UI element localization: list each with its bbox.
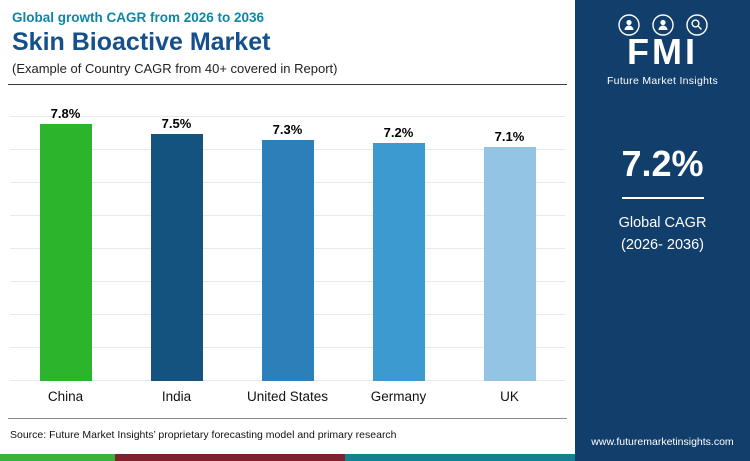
search-person-icon	[685, 14, 708, 36]
stat-divider	[621, 197, 704, 199]
brand-name: Future Market Insights	[606, 75, 719, 87]
source-text: Source: Future Market Insights’ propriet…	[10, 429, 397, 441]
stat-label-line2: (2026- 2036)	[620, 237, 705, 254]
category-label: Germany	[370, 389, 427, 404]
bar-group: 7.5%	[121, 101, 232, 381]
bar-group: 7.1%	[454, 101, 565, 381]
stripe-segment	[0, 454, 115, 461]
chat-person-icon	[617, 14, 640, 36]
category-label: UK	[500, 389, 519, 404]
bar-value-label: 7.8%	[50, 105, 81, 121]
footer-color-stripe	[0, 454, 575, 461]
source-row: Source: Future Market Insights’ propriet…	[8, 418, 567, 443]
stripe-segment	[345, 454, 575, 461]
global-cagr-stat: 7.2% Global CAGR (2026- 2036)	[619, 143, 707, 257]
category-label: China	[47, 389, 84, 404]
bar-value-label: 7.5%	[161, 115, 192, 131]
chart-panel: Global growth CAGR from 2026 to 2036 Ski…	[0, 0, 575, 461]
logo-people-icons	[617, 14, 708, 36]
bar	[261, 140, 314, 381]
bar-value-label: 7.2%	[383, 125, 414, 141]
bar	[150, 133, 203, 381]
fmi-logo: FMI Future Market Insights	[607, 12, 718, 87]
category-label: India	[161, 389, 192, 404]
person-icon	[651, 14, 674, 36]
category-axis: China India United States Germany UK	[10, 389, 565, 404]
stripe-segment	[115, 454, 345, 461]
bar-group: 7.3%	[232, 101, 343, 381]
plot-area: 7.8% 7.5% 7.3% 7.2% 7.1%	[10, 101, 565, 381]
chart-header: Global growth CAGR from 2026 to 2036 Ski…	[8, 0, 567, 85]
kicker-text: Global growth CAGR from 2026 to 2036	[12, 10, 265, 25]
brand-wordmark: FMI	[627, 31, 698, 72]
website-link[interactable]: www.futuremarketinsights.com	[591, 436, 734, 448]
page-title: Skin Bioactive Market	[12, 28, 271, 56]
subtitle-text: (Example of Country CAGR from 40+ covere…	[12, 61, 338, 76]
category-label: United States	[246, 389, 329, 404]
brand-sidebar: FMI Future Market Insights 7.2% Global C…	[575, 0, 750, 461]
bar	[372, 143, 425, 381]
bar	[483, 146, 536, 381]
bar-chart: 7.8% 7.5% 7.3% 7.2% 7.1% China India United St…	[0, 101, 575, 404]
bar-value-label: 7.1%	[494, 128, 525, 144]
bar	[39, 123, 92, 381]
bar-group: 7.8%	[10, 101, 121, 381]
stat-label-line1: Global CAGR	[618, 215, 707, 231]
stat-value: 7.2%	[621, 143, 704, 184]
bar-group: 7.2%	[343, 101, 454, 381]
bar-value-label: 7.3%	[272, 122, 303, 138]
